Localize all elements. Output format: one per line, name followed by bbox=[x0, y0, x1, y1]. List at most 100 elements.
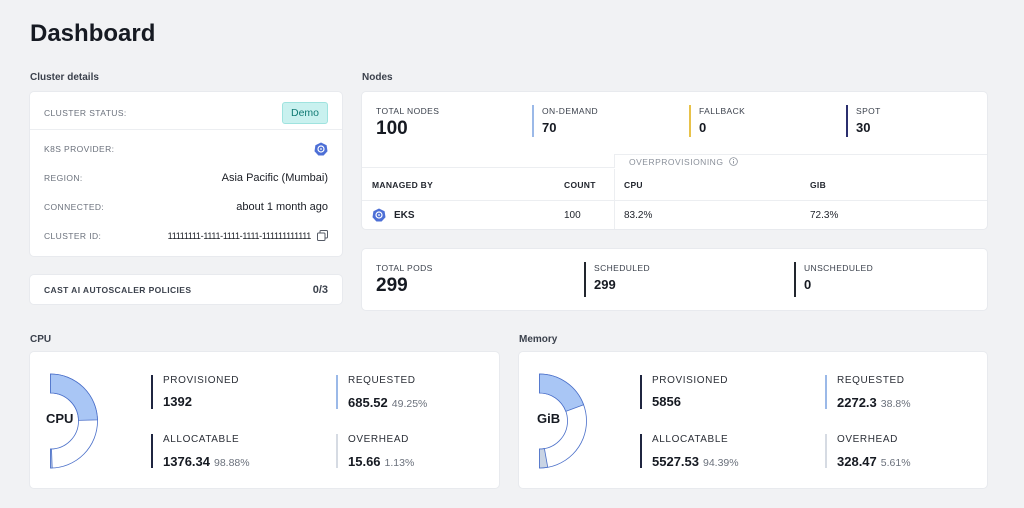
spot: SPOT 30 bbox=[856, 106, 881, 135]
total-pods-label: TOTAL PODS bbox=[376, 263, 433, 273]
memory-card: GiB PROVISIONED 5856 REQUESTED 2272.3 38.… bbox=[519, 352, 987, 488]
unscheduled-value: 0 bbox=[804, 277, 812, 292]
total-pods: TOTAL PODS 299 bbox=[376, 263, 433, 297]
on-demand-label: ON-DEMAND bbox=[542, 106, 599, 116]
scheduled-value: 299 bbox=[594, 277, 616, 292]
cpu-allocatable-label: ALLOCATABLE bbox=[163, 434, 240, 445]
on-demand-value: 70 bbox=[542, 120, 557, 135]
nodes-table-header: MANAGED BY COUNT CPU GIB bbox=[362, 169, 987, 201]
scheduled: SCHEDULED 299 bbox=[594, 263, 650, 292]
memory-allocatable-label: ALLOCATABLE bbox=[652, 434, 729, 445]
scheduled-bar bbox=[584, 262, 586, 297]
total-nodes-value: 100 bbox=[376, 118, 408, 139]
column-header-count: COUNT bbox=[564, 180, 596, 190]
fallback: FALLBACK 0 bbox=[699, 106, 745, 135]
nodes-title: Nodes bbox=[362, 72, 393, 83]
fallback-bar bbox=[689, 105, 691, 137]
spot-label: SPOT bbox=[856, 106, 881, 116]
memory-overhead-value: 328.47 bbox=[837, 454, 877, 469]
memory-allocatable: ALLOCATABLE 5527.53 94.39% bbox=[652, 434, 739, 471]
k8s-provider-row: K8S PROVIDER: bbox=[30, 134, 342, 163]
fallback-label: FALLBACK bbox=[699, 106, 746, 116]
cpu-center-label: CPU bbox=[46, 411, 74, 426]
on-demand-bar bbox=[532, 105, 534, 137]
kubernetes-icon bbox=[372, 208, 386, 222]
cpu-provisioned-label: PROVISIONED bbox=[163, 375, 240, 386]
connected-value: about 1 month ago bbox=[236, 200, 328, 213]
memory-center-label: GiB bbox=[537, 411, 561, 426]
overprovisioning-header: OVERPROVISIONING bbox=[614, 154, 987, 168]
column-header-managed-by: MANAGED BY bbox=[372, 180, 434, 190]
cpu-overhead: OVERHEAD 15.66 1.13% bbox=[348, 434, 414, 471]
cpu-gauge-overhead bbox=[50, 448, 53, 469]
status-badge: Demo bbox=[281, 101, 328, 124]
managed-by-cell: EKS bbox=[394, 210, 415, 221]
scheduled-label: SCHEDULED bbox=[594, 263, 651, 273]
allocatable-bar bbox=[151, 434, 153, 468]
cluster-id-row: CLUSTER ID: 11111111-1111-1111-1111-1111… bbox=[30, 221, 342, 250]
cpu-provisioned: PROVISIONED 1392 bbox=[163, 375, 239, 409]
cpu-gauge bbox=[50, 373, 98, 469]
overprovisioning-label: OVERPROVISIONING bbox=[629, 156, 724, 167]
column-header-cpu: CPU bbox=[624, 180, 643, 190]
cpu-overhead-pct: 1.13% bbox=[384, 457, 415, 469]
cpu-title: CPU bbox=[30, 334, 52, 345]
cpu-cell: 83.2% bbox=[624, 210, 653, 221]
overhead-bar bbox=[825, 434, 827, 468]
memory-requested-value: 2272.3 bbox=[837, 395, 877, 410]
info-icon[interactable] bbox=[729, 157, 739, 166]
cpu-card: CPU PROVISIONED 1392 REQUESTED 685.52 49.… bbox=[30, 352, 499, 488]
copy-icon[interactable] bbox=[317, 230, 328, 241]
cpu-provisioned-value: 1392 bbox=[163, 394, 192, 409]
unscheduled: UNSCHEDULED 0 bbox=[804, 263, 873, 292]
provisioned-bar bbox=[151, 375, 153, 409]
autoscaler-policies-label: CAST AI AUTOSCALER POLICIES bbox=[44, 284, 192, 295]
total-pods-value: 299 bbox=[376, 275, 408, 296]
cpu-requested: REQUESTED 685.52 49.25% bbox=[348, 375, 427, 412]
cluster-status-row: CLUSTER STATUS: Demo bbox=[30, 98, 342, 127]
requested-bar bbox=[336, 375, 338, 409]
provisioned-bar bbox=[640, 375, 642, 409]
memory-title: Memory bbox=[519, 334, 558, 345]
autoscaler-policies-value: 0/3 bbox=[312, 283, 328, 296]
memory-gauge-requested bbox=[539, 373, 585, 412]
spacer bbox=[362, 154, 614, 168]
divider bbox=[30, 129, 342, 130]
memory-requested: REQUESTED 2272.3 38.8% bbox=[837, 375, 911, 412]
unscheduled-bar bbox=[794, 262, 796, 297]
page-title: Dashboard bbox=[30, 20, 156, 47]
cluster-status-label: CLUSTER STATUS: bbox=[44, 107, 127, 118]
memory-gauge bbox=[539, 373, 587, 469]
region-row: REGION: Asia Pacific (Mumbai) bbox=[30, 163, 342, 192]
cluster-details-title: Cluster details bbox=[30, 72, 99, 83]
memory-overhead-pct: 5.61% bbox=[880, 457, 911, 469]
column-header-gib: GIB bbox=[810, 180, 827, 190]
cpu-overhead-label: OVERHEAD bbox=[348, 434, 409, 445]
cpu-allocatable: ALLOCATABLE 1376.34 98.88% bbox=[163, 434, 250, 471]
cpu-overhead-value: 15.66 bbox=[348, 454, 381, 469]
kubernetes-icon bbox=[314, 142, 328, 155]
autoscaler-policies-card[interactable]: CAST AI AUTOSCALER POLICIES 0/3 bbox=[30, 275, 342, 304]
spot-bar bbox=[846, 105, 848, 137]
memory-overhead: OVERHEAD 328.47 5.61% bbox=[837, 434, 911, 471]
fallback-value: 0 bbox=[699, 120, 707, 135]
cpu-allocatable-value: 1376.34 bbox=[163, 454, 210, 469]
spot-value: 30 bbox=[856, 120, 871, 135]
memory-provisioned-label: PROVISIONED bbox=[652, 375, 729, 386]
table-row[interactable]: EKS 100 83.2% 72.3% bbox=[362, 202, 987, 229]
column-divider bbox=[614, 169, 615, 229]
connected-row: CONNECTED: about 1 month ago bbox=[30, 192, 342, 221]
nodes-card: TOTAL NODES 100 ON-DEMAND 70 FALLBACK 0 … bbox=[362, 92, 987, 229]
count-cell: 100 bbox=[564, 210, 581, 221]
cpu-requested-pct: 49.25% bbox=[391, 398, 428, 410]
region-value: Asia Pacific (Mumbai) bbox=[221, 171, 328, 184]
requested-bar bbox=[825, 375, 827, 409]
cluster-id-label: CLUSTER ID: bbox=[44, 230, 102, 241]
memory-provisioned-value: 5856 bbox=[652, 394, 681, 409]
connected-label: CONNECTED: bbox=[44, 201, 105, 212]
memory-gauge-overhead bbox=[539, 448, 549, 469]
memory-requested-label: REQUESTED bbox=[837, 375, 905, 386]
allocatable-bar bbox=[640, 434, 642, 468]
on-demand: ON-DEMAND 70 bbox=[542, 106, 598, 135]
memory-allocatable-value: 5527.53 bbox=[652, 454, 699, 469]
